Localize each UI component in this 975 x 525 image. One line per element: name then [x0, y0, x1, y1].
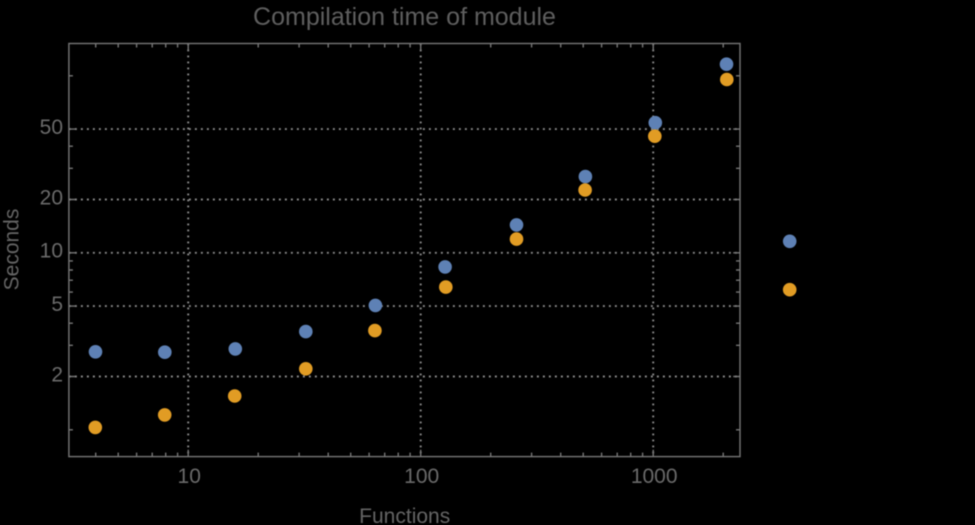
svg-text:20: 20: [40, 186, 63, 209]
svg-text:2: 2: [51, 363, 63, 386]
svg-text:50: 50: [40, 116, 63, 139]
svg-text:5: 5: [51, 293, 63, 316]
svg-text:10: 10: [178, 465, 201, 488]
svg-text:Compilation time of module: Compilation time of module: [253, 3, 556, 31]
svg-text:Functions: Functions: [359, 505, 450, 525]
svg-text:1000: 1000: [631, 465, 678, 488]
svg-text:100: 100: [404, 465, 439, 488]
svg-text:10: 10: [40, 240, 63, 263]
svg-text:Seconds: Seconds: [1, 209, 24, 291]
